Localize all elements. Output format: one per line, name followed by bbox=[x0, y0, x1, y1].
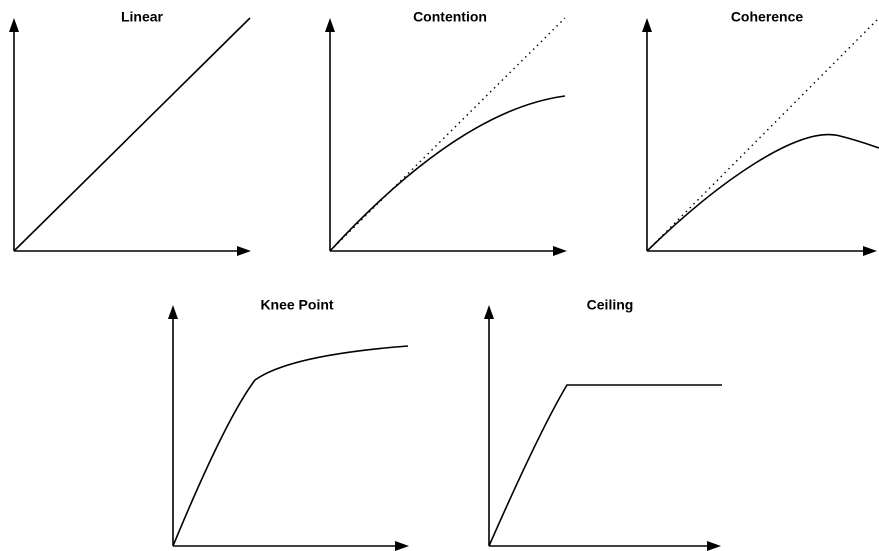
arrow bbox=[237, 246, 251, 256]
curve bbox=[13, 17, 251, 252]
reference-line bbox=[329, 17, 566, 252]
panel-contention: Contention bbox=[325, 9, 567, 256]
arrow bbox=[484, 305, 494, 319]
panel-title: Ceiling bbox=[587, 297, 634, 313]
arrow bbox=[863, 246, 877, 256]
curve bbox=[646, 133, 879, 252]
curve bbox=[172, 345, 409, 547]
reference-line bbox=[646, 17, 879, 252]
panel-ceiling: Ceiling bbox=[484, 297, 722, 551]
panel-title: Coherence bbox=[731, 9, 804, 25]
panel-title: Linear bbox=[121, 9, 164, 25]
panel-coherence: Coherence bbox=[642, 9, 879, 256]
arrow bbox=[395, 541, 409, 551]
curve bbox=[329, 95, 566, 252]
arrow bbox=[9, 18, 19, 32]
panel-title: Contention bbox=[413, 9, 487, 25]
arrow bbox=[168, 305, 178, 319]
panel-title: Knee Point bbox=[260, 297, 333, 313]
arrow bbox=[707, 541, 721, 551]
panel-linear: Linear bbox=[9, 9, 251, 256]
arrow bbox=[325, 18, 335, 32]
curve bbox=[488, 384, 722, 547]
arrow bbox=[553, 246, 567, 256]
arrow bbox=[642, 18, 652, 32]
panel-knee-point: Knee Point bbox=[168, 297, 409, 551]
